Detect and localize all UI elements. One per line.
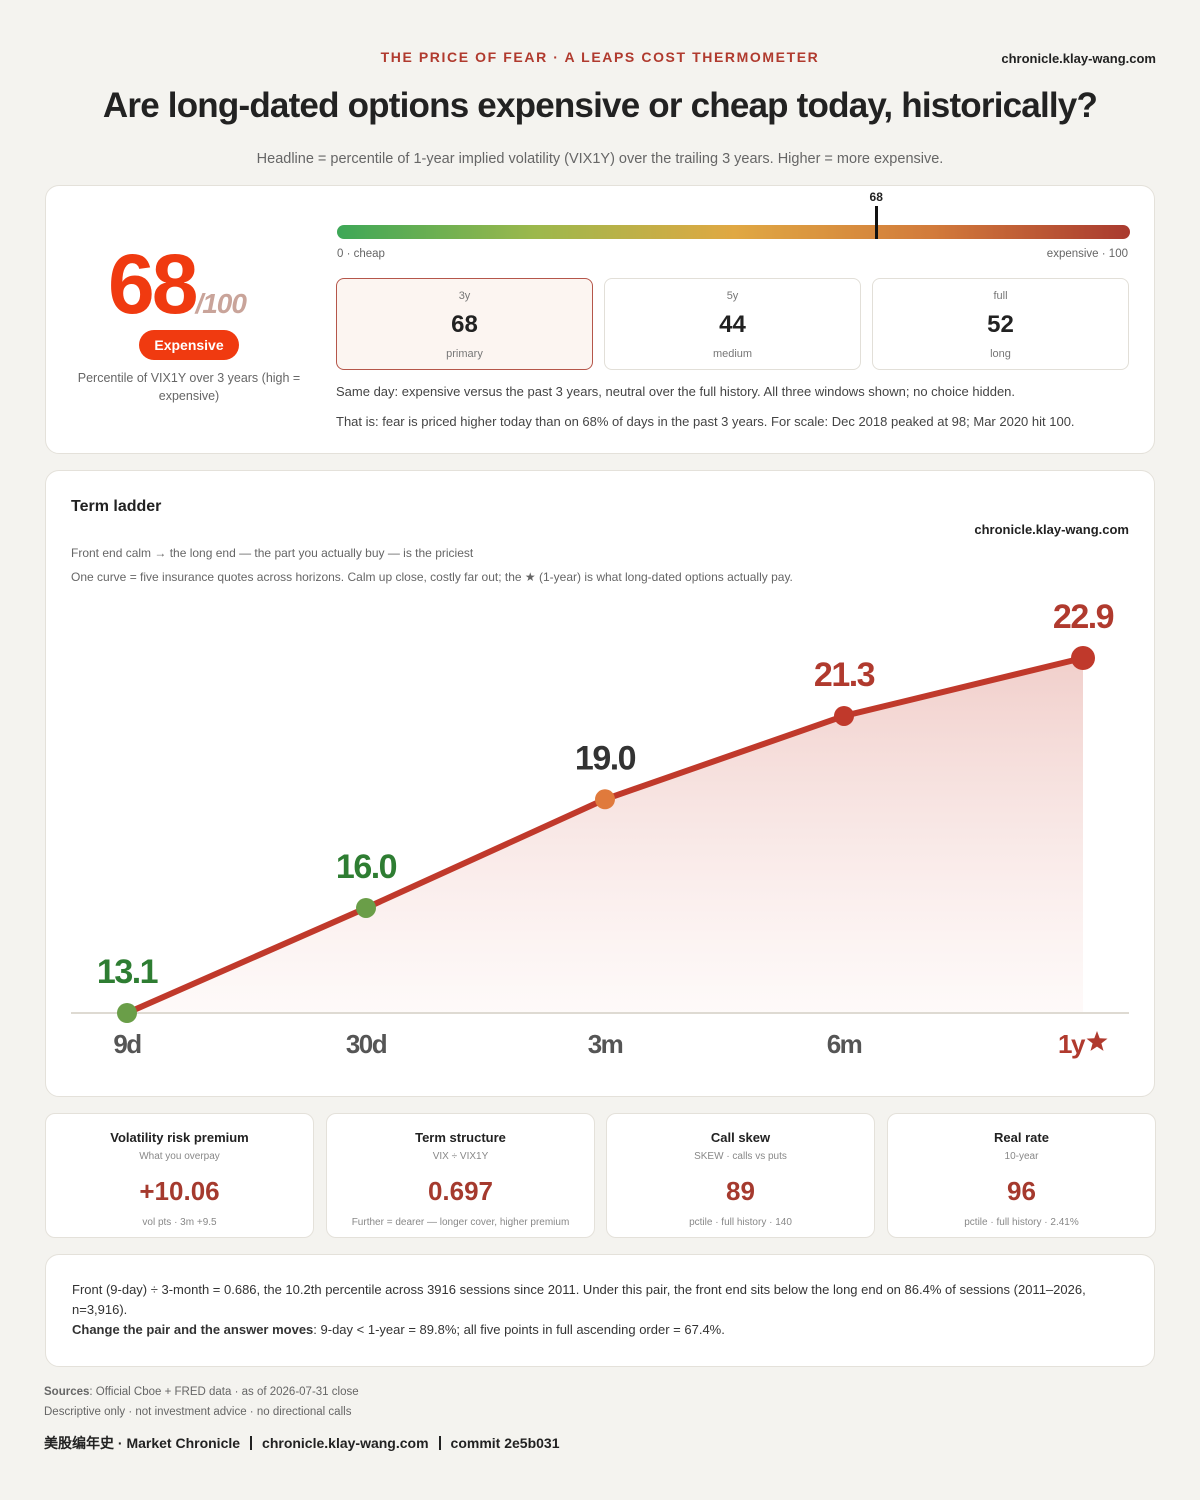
point (1071, 646, 1095, 670)
metric-value: 0.697 (427, 1176, 494, 1206)
score-caption: Percentile of VIX1Y over 3 years (high =… (77, 371, 301, 403)
badge: Expensive (139, 330, 239, 360)
point (356, 897, 376, 918)
metric-card: Call skew SKEW · calls vs puts 89 pctile · … (606, 1113, 875, 1238)
category-label: 3m (588, 1029, 623, 1059)
credit: 美股编年史 · Market Chronicle (44, 1435, 241, 1451)
separator (438, 1436, 441, 1450)
metric-title: Volatility risk premium (110, 1130, 249, 1145)
notes-emphasis: Change the pair and the answer moves (72, 1322, 314, 1337)
metric-value: 89 (726, 1176, 755, 1206)
metric-card: Real rate 10-year 96 pctile · full history … (887, 1113, 1156, 1238)
window-label: 3y (458, 290, 471, 302)
window-card: full 52 long (872, 278, 1129, 370)
chart: 13.1 9d 16.0 30d 19.0 3m 21.3 6m 22.9 1y (71, 598, 1129, 1059)
star-icon (1086, 1031, 1108, 1051)
gauge-value: 68 (869, 190, 883, 204)
subtitle: Headline = percentile of 1-year implied … (256, 151, 944, 167)
point (834, 705, 854, 726)
point (595, 789, 615, 810)
metric-foot: vol pts · 3m +9.5 (142, 1217, 217, 1228)
sources-label: Sources (44, 1386, 90, 1398)
sources-text: : Official Cboe + FRED data · as of 2026… (89, 1386, 359, 1398)
title: Are long-dated options expensive or chea… (102, 86, 1098, 125)
score-scale: /100 (195, 288, 246, 319)
metric-card: Volatility risk premium What you overpay +… (45, 1113, 314, 1238)
notes: Front (9-day) ÷ 3-month = 0.686, the 10.… (72, 1280, 1122, 1340)
window-label: 5y (726, 290, 739, 302)
category-label: 30d (346, 1029, 387, 1059)
notes-card: Front (9-day) ÷ 3-month = 0.686, the 10.… (45, 1254, 1155, 1367)
chart-subtitle: Front end calm → the long end — the part… (71, 546, 474, 560)
category-label: 9d (113, 1029, 141, 1059)
metric-subtitle: SKEW · calls vs puts (694, 1151, 787, 1162)
disclaimer: Descriptive only · not investment advice… (44, 1406, 352, 1418)
window-value: 52 (987, 311, 1014, 338)
gauge-max: expensive · 100 (1046, 248, 1128, 260)
metric-card: Term structure VIX ÷ VIX1Y 0.697 Further = … (326, 1113, 595, 1238)
window-note: medium (712, 348, 753, 360)
chart-note: One curve = five insurance quotes across… (71, 570, 793, 584)
window-card: 5y 44 medium (604, 278, 861, 370)
chart-title: Term ladder (71, 498, 162, 515)
gauge-marker (874, 206, 878, 239)
metric-value: +10.06 (139, 1176, 220, 1206)
watermark: chronicle.klay-wang.com (974, 522, 1129, 537)
window-value: 68 (451, 311, 478, 338)
window-label: full (993, 290, 1008, 302)
gauge-min: 0 · cheap (337, 248, 385, 260)
metric-value: 96 (1007, 1176, 1036, 1206)
score-note: That is: fear is priced higher today tha… (336, 414, 1075, 429)
window-value: 44 (719, 311, 746, 338)
gauge-bar (337, 225, 1130, 239)
metric-subtitle: 10-year (1004, 1151, 1039, 1162)
separator (250, 1436, 253, 1450)
category-label: 6m (827, 1029, 862, 1059)
point (117, 1003, 137, 1023)
value-label: 16.0 (336, 848, 397, 886)
value-label: 19.0 (575, 739, 636, 777)
window-note: primary (446, 348, 483, 360)
metric-title: Term structure (415, 1130, 506, 1145)
site: chronicle.klay-wang.com (1001, 51, 1156, 66)
credits: 美股编年史 · Market Chronicle chronicle.klay-w… (44, 1433, 559, 1453)
value-label: 22.9 (1053, 598, 1114, 636)
credit: chronicle.klay-wang.com (262, 1435, 429, 1451)
area (127, 658, 1083, 1013)
notes-paragraph: Front (9-day) ÷ 3-month = 0.686, the 10.… (72, 1282, 1086, 1317)
kicker-text: THE PRICE OF FEAR · A LEAPS COST THERMOM… (380, 49, 820, 65)
score: 68/100 (108, 236, 247, 333)
notes-rest: : 9-day < 1-year = 89.8%; all five point… (313, 1322, 725, 1337)
metric-title: Real rate (994, 1130, 1049, 1145)
credit: commit 2e5b031 (450, 1435, 560, 1451)
category-label: 1y (1058, 1029, 1086, 1059)
metric-subtitle: VIX ÷ VIX1Y (432, 1151, 489, 1162)
score-note: Same day: expensive versus the past 3 ye… (336, 384, 1016, 399)
metric-foot: pctile · full history · 140 (689, 1217, 792, 1228)
kicker: THE PRICE OF FEAR · A LEAPS COST THERMOM… (0, 49, 1200, 65)
score-value: 68 (108, 237, 198, 331)
window-card: 3y 68 primary (336, 278, 593, 370)
metric-title: Call skew (710, 1130, 771, 1145)
window-note: long (990, 348, 1011, 360)
metric-foot: pctile · full history · 2.41% (964, 1217, 1079, 1228)
metric-foot: Further = dearer — longer cover, higher … (351, 1217, 570, 1228)
sources: Sources: Official Cboe + FRED data · as … (44, 1386, 359, 1398)
metric-subtitle: What you overpay (139, 1151, 220, 1162)
value-label: 13.1 (97, 953, 158, 991)
value-label: 21.3 (814, 656, 875, 694)
